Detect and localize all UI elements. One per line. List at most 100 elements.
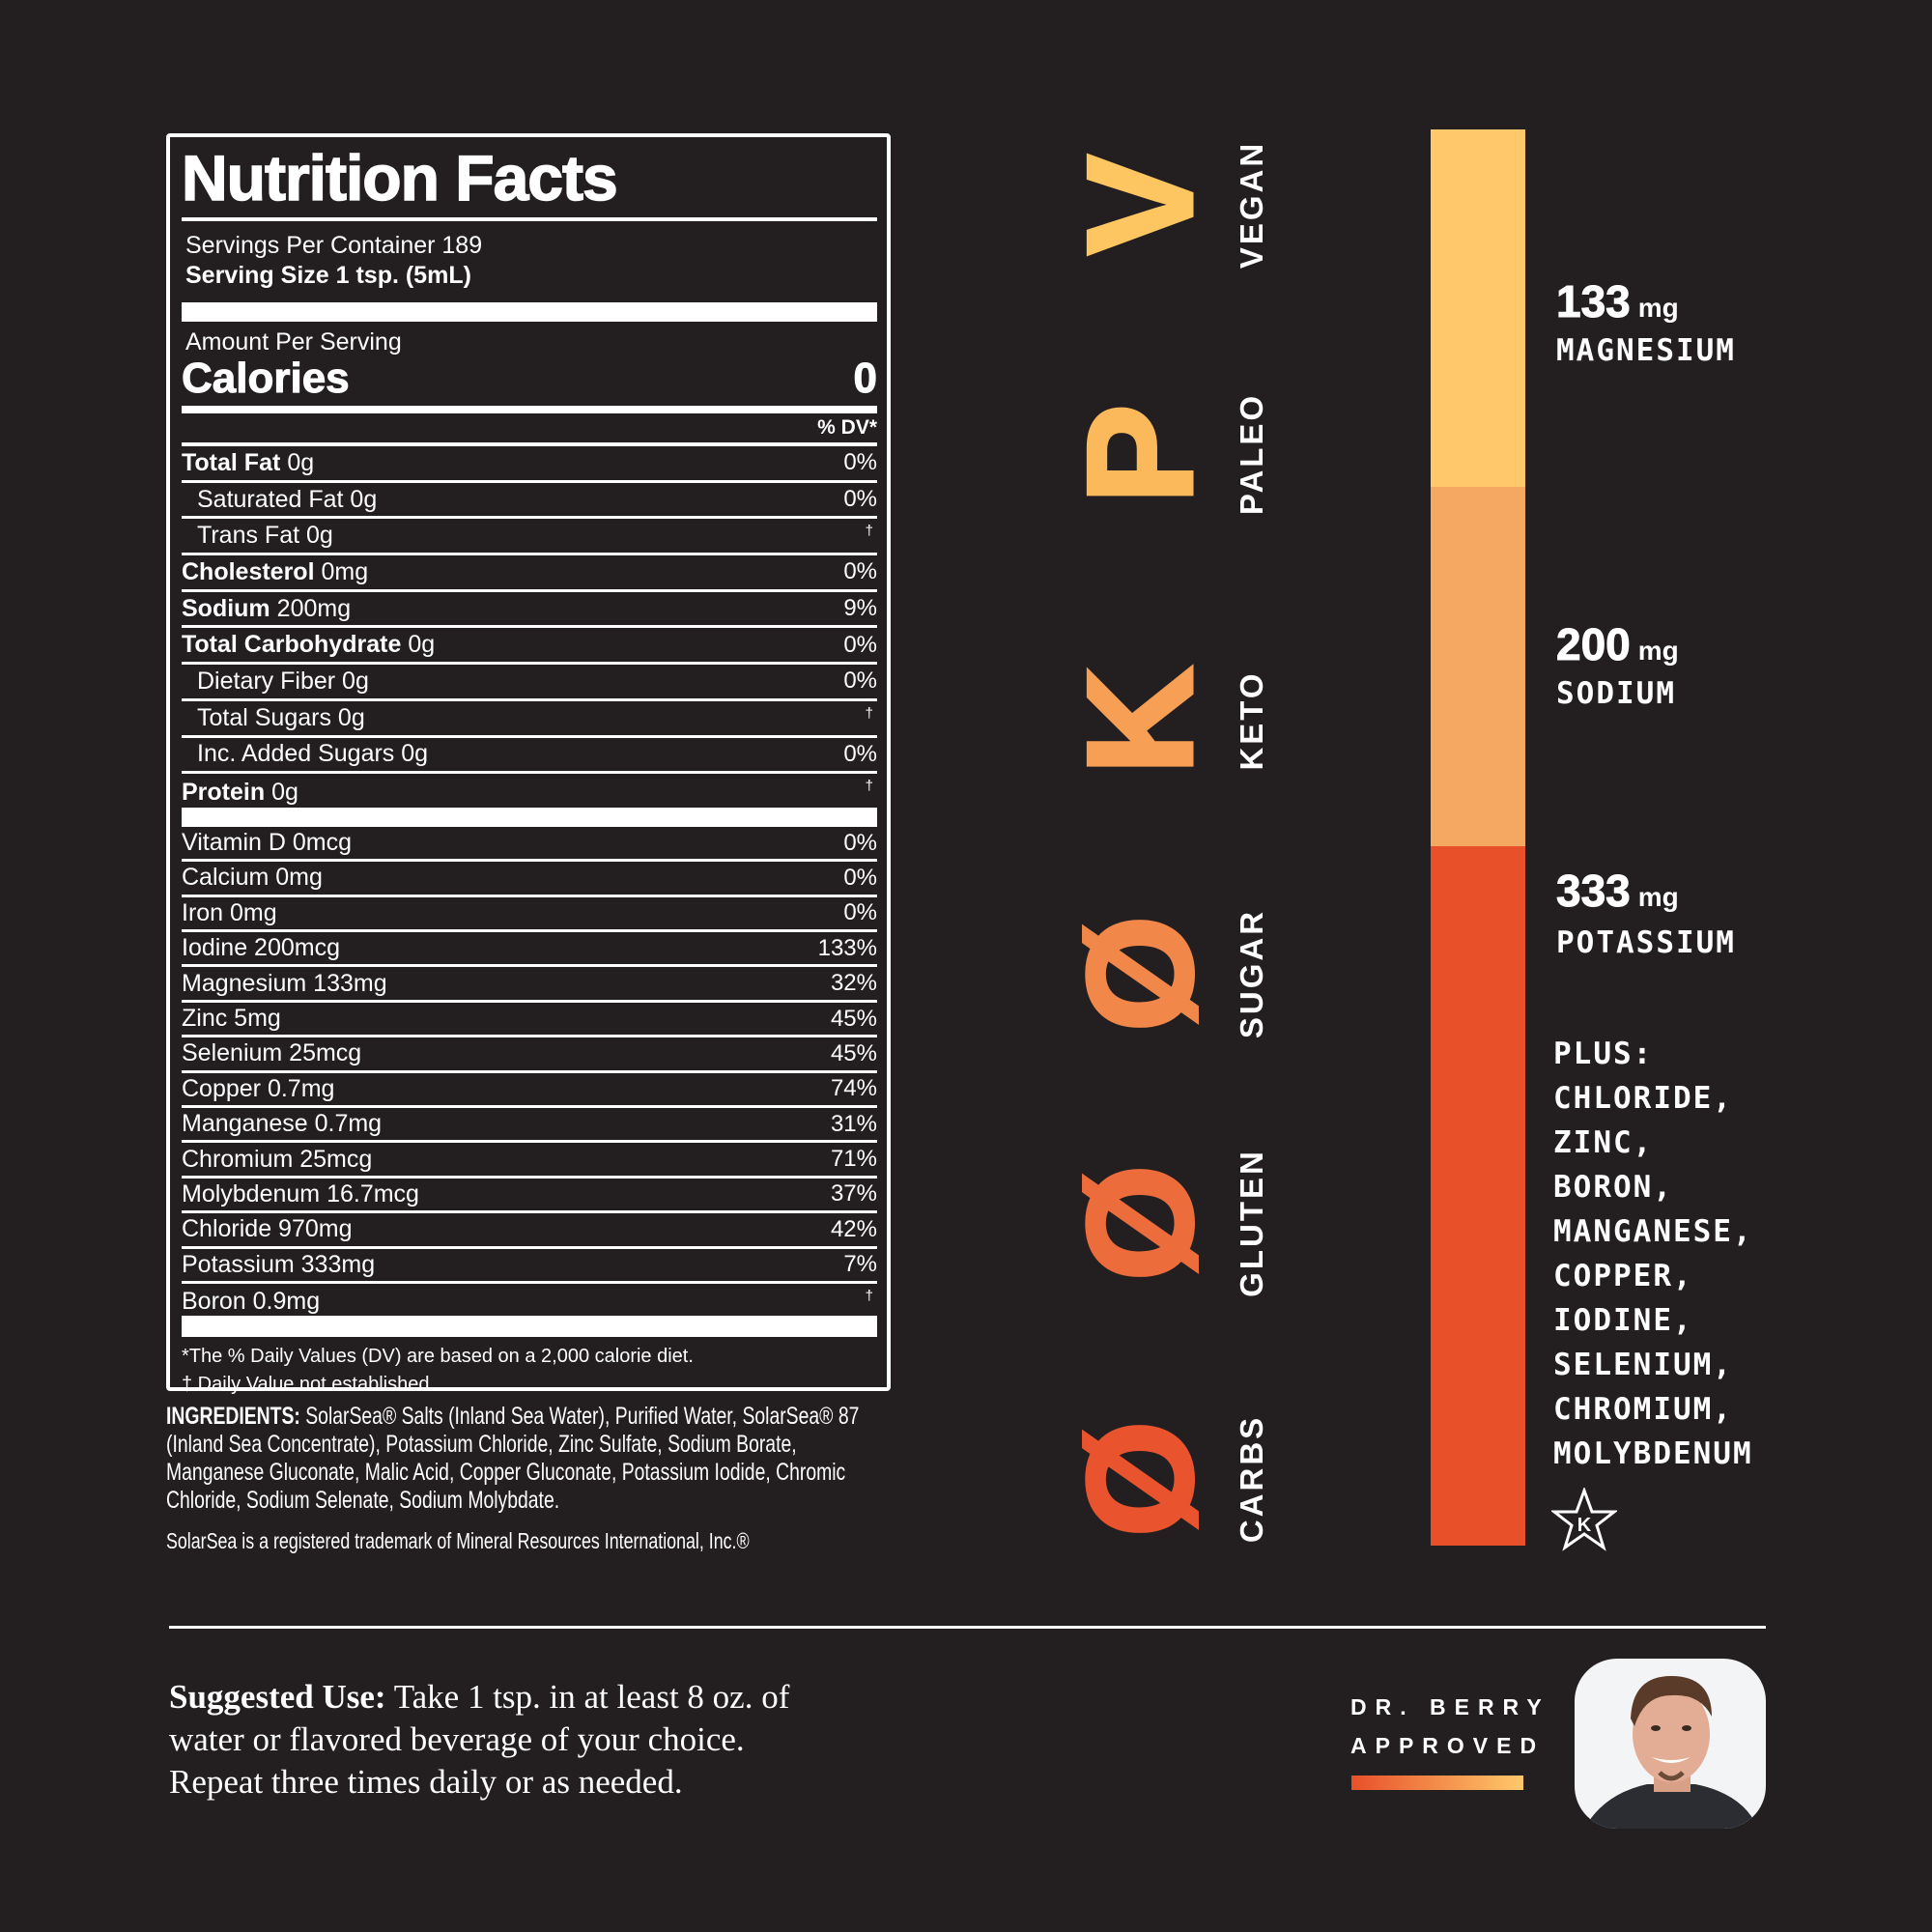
- nutrient-dv: 0%: [843, 486, 877, 513]
- ingredients-text: SolarSea® Salts (Inland Sea Water), Puri…: [166, 1403, 860, 1514]
- nutrient-row: Iodine 200mcg 133%: [182, 932, 877, 968]
- nutrient-dv: 0%: [843, 668, 877, 695]
- nutrient-dv: †: [865, 523, 873, 540]
- amount-per-serving: Amount Per Serving: [185, 328, 402, 355]
- nutrient-dv: 0%: [843, 829, 877, 856]
- nutrient-row: Potassium 333mg 7%: [182, 1249, 877, 1284]
- divider: [182, 442, 877, 446]
- nutrient-dv: 0%: [843, 449, 877, 476]
- nutrient-name: Total Fat 0g: [182, 449, 314, 477]
- badge-paleo-label: PALEO: [1234, 392, 1269, 516]
- nutrient-dv: 71%: [830, 1146, 877, 1173]
- electrolyte-name: MAGNESIUM: [1556, 333, 1736, 368]
- divider: [182, 217, 877, 221]
- nutrient-amount: Iodine 200mcg: [182, 934, 341, 962]
- nutrient-dv: 45%: [830, 1039, 877, 1066]
- nutrient-amount: Total Sugars 0g: [197, 703, 365, 731]
- nutrient-bold-name: Sodium: [182, 594, 270, 622]
- nutrient-amount: 0g: [271, 778, 298, 806]
- approved-label: APPROVED: [1350, 1733, 1546, 1758]
- electrolyte-value: 200: [1556, 619, 1632, 670]
- plus-mineral: SELENIUM,: [1553, 1348, 1733, 1382]
- nutrition-facts-label: Nutrition Facts Servings Per Container 1…: [166, 133, 891, 1395]
- nutrient-amount: Chromium 25mcg: [182, 1145, 373, 1173]
- nutrient-row: Total Sugars 0g †: [182, 701, 877, 738]
- electrolyte-unit: mg: [1637, 882, 1679, 912]
- nutrient-dv: 42%: [830, 1215, 877, 1242]
- nutrient-amount: Potassium 333mg: [182, 1250, 376, 1278]
- dr-berry-label: DR. BERRY: [1350, 1694, 1550, 1719]
- nutrient-dv: †: [865, 778, 873, 795]
- nutrient-row: Saturated Fat 0g 0%: [182, 483, 877, 520]
- calories-row: Calories 0: [182, 355, 878, 402]
- bar-segment-potassium: [1431, 846, 1525, 1546]
- nutrient-dv: 7%: [843, 1251, 877, 1278]
- badge-vegan-label: VEGAN: [1234, 140, 1269, 270]
- bar-segment-magnesium: [1431, 129, 1525, 487]
- badge-keto-label: KETO: [1234, 670, 1269, 771]
- plus-mineral: CHROMIUM,: [1553, 1392, 1733, 1427]
- nutrient-row: Cholesterol 0mg 0%: [182, 555, 877, 592]
- nutrient-dv: 0%: [843, 558, 877, 585]
- nutrient-bold-name: Cholesterol: [182, 557, 315, 585]
- plus-mineral: MANGANESE,: [1553, 1214, 1753, 1249]
- nutrient-name: Inc. Added Sugars 0g: [182, 740, 428, 768]
- nutrient-row: Copper 0.7mg 74%: [182, 1073, 877, 1108]
- bar-segment-sodium: [1431, 487, 1525, 846]
- electrolyte-value: 333: [1556, 866, 1632, 917]
- electrolyte-amount: 333 mg: [1556, 865, 1679, 917]
- nutrient-name: Total Sugars 0g: [182, 704, 365, 732]
- thick-divider: [182, 406, 877, 413]
- star-k-icon: K: [1549, 1486, 1619, 1558]
- nutrient-name: Trans Fat 0g: [182, 522, 333, 550]
- nutrient-amount: 0mg: [321, 557, 369, 585]
- thick-divider: [182, 302, 877, 322]
- calories-label: Calories: [182, 355, 351, 402]
- badge-keto-icon: K: [1055, 665, 1226, 777]
- nutrient-row: Vitamin D 0mcg 0%: [182, 827, 877, 863]
- plus-mineral: IODINE,: [1553, 1303, 1693, 1338]
- nutrient-row: Manganese 0.7mg 31%: [182, 1108, 877, 1144]
- electrolyte-unit: mg: [1637, 293, 1679, 323]
- nutrient-dv: 32%: [830, 970, 877, 997]
- electrolyte-name: POTASSIUM: [1556, 925, 1736, 960]
- nutrient-dv: 37%: [830, 1180, 877, 1208]
- nutrient-amount: Trans Fat 0g: [197, 522, 333, 550]
- nutrient-amount: 200mg: [276, 594, 352, 622]
- nutrient-row: Selenium 25mcg 45%: [182, 1037, 877, 1073]
- nutrient-dv: 31%: [830, 1110, 877, 1137]
- plus-mineral: ZINC,: [1553, 1125, 1654, 1160]
- nutrient-dv: 74%: [830, 1075, 877, 1102]
- nutrient-amount: Manganese 0.7mg: [182, 1110, 383, 1138]
- nutrient-amount: 0g: [408, 631, 436, 659]
- nutrient-row: Chloride 970mg 42%: [182, 1213, 877, 1249]
- nutrient-row: Protein 0g †: [182, 774, 877, 810]
- micro-rows: Vitamin D 0mcg 0% Calcium 0mg 0% Iron 0mg 0% I…: [182, 827, 877, 1319]
- plus-mineral: BORON,: [1553, 1170, 1673, 1205]
- nutrient-row: Boron 0.9mg †: [182, 1284, 877, 1319]
- electrolyte-unit: mg: [1637, 636, 1679, 666]
- footnote-dv: *The % Daily Values (DV) are based on a …: [182, 1346, 694, 1368]
- badge-paleo-icon: P: [1055, 402, 1226, 505]
- dr-berry-photo: [1575, 1659, 1766, 1829]
- ingredients: INGREDIENTS: SolarSea® Salts (Inland Sea…: [166, 1403, 885, 1515]
- nutrient-row: Total Carbohydrate 0g 0%: [182, 628, 877, 666]
- nutrient-dv: †: [865, 1287, 873, 1304]
- nutrient-amount: 0g: [287, 448, 315, 476]
- badge-carbs-icon: Ø: [1055, 1419, 1226, 1540]
- section-divider: [169, 1626, 1766, 1629]
- macro-rows: Total Fat 0g 0% Saturated Fat 0g 0% Trans Fat…: [182, 446, 877, 810]
- nutrient-row: Molybdenum 16.7mcg 37%: [182, 1179, 877, 1214]
- thick-divider: [182, 1316, 877, 1338]
- footnote-dagger: † Daily Value not established.: [182, 1374, 436, 1396]
- nutrient-amount: Vitamin D 0mcg: [182, 829, 352, 857]
- nutrient-row: Chromium 25mcg 71%: [182, 1143, 877, 1179]
- nutrient-amount: Zinc 5mg: [182, 1005, 281, 1033]
- svg-text:K: K: [1577, 1515, 1592, 1536]
- plus-mineral: CHLORIDE,: [1553, 1081, 1733, 1116]
- nutrient-bold-name: Total Fat: [182, 448, 281, 476]
- nutrient-dv: 0%: [843, 631, 877, 658]
- nutrient-row: Sodium 200mg 9%: [182, 592, 877, 629]
- plus-mineral: MOLYBDENUM: [1553, 1436, 1753, 1471]
- nutrient-row: Zinc 5mg 45%: [182, 1003, 877, 1038]
